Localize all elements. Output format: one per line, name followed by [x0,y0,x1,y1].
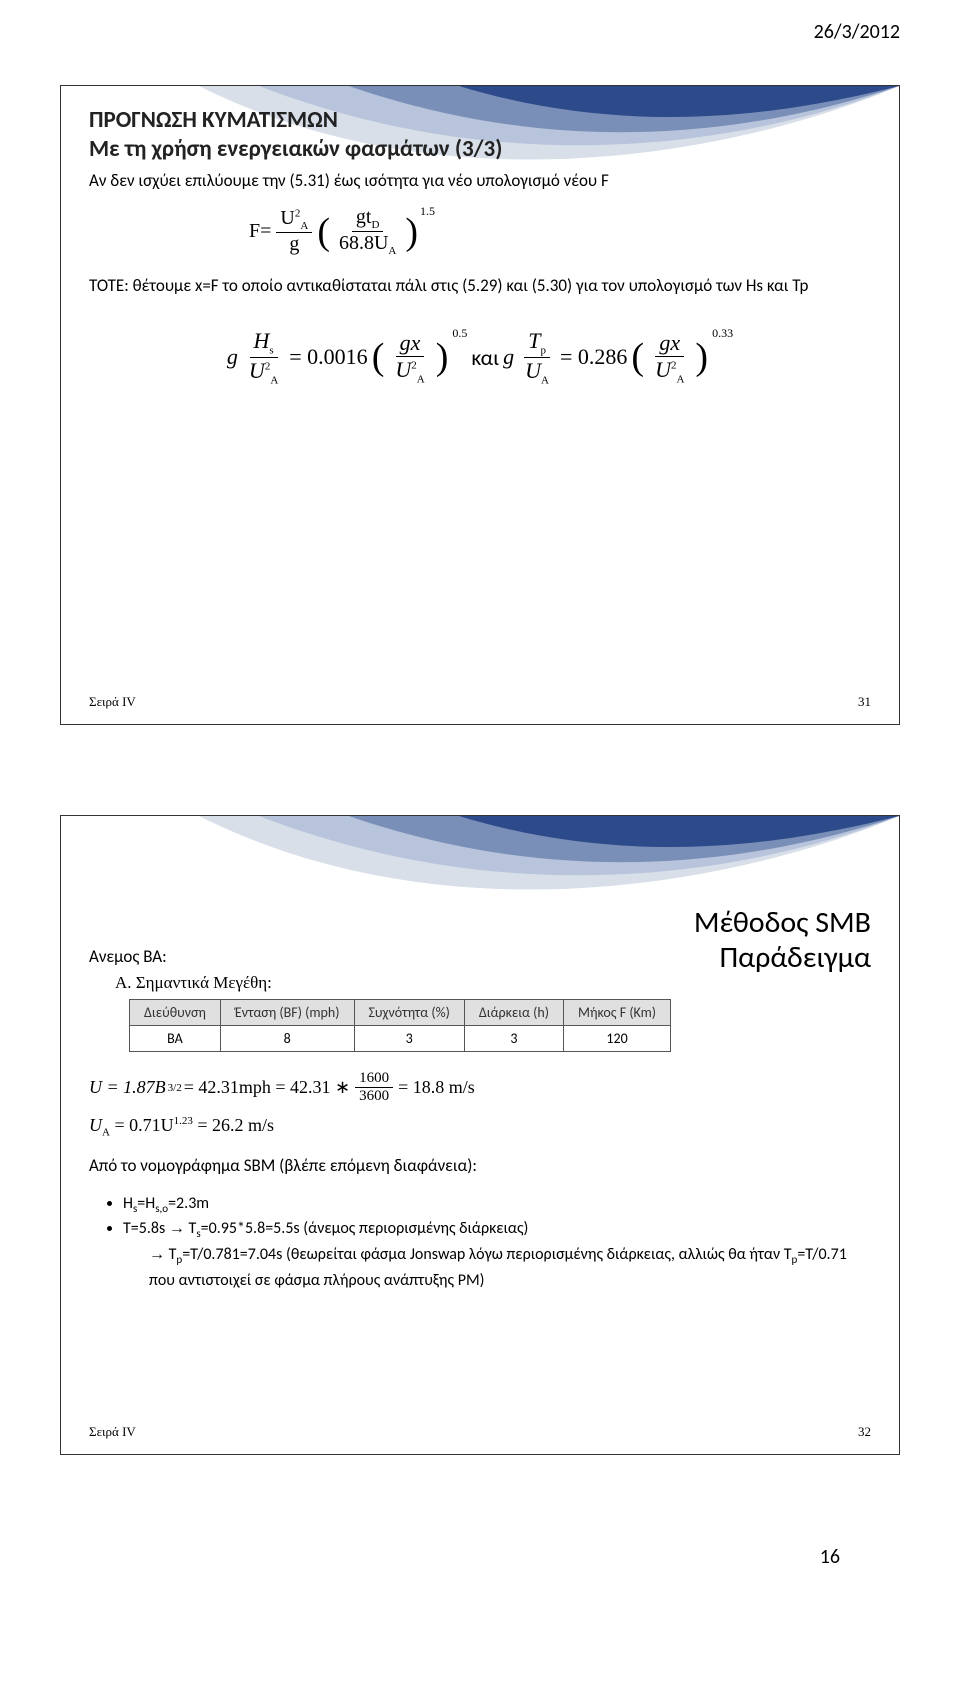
slide1-footer-left: Σειρά IV [89,694,136,710]
eq2-in-den: U [395,357,411,382]
eqF-den2: 68.8U [339,232,388,254]
eq2-Hs-den-sub: A [270,374,278,386]
slide2-footer-right: 32 [858,1424,871,1440]
eq2-Hs-den-sup: 2 [265,360,271,372]
eq2-mid: και [471,344,499,371]
eq2-eq: = 0.0016 [289,344,367,370]
slide2-bullets-intro: Από το νομογράφημα SBM (βλέπε επόμενη δι… [89,1155,871,1178]
b3-arrow: → [149,1246,165,1263]
slide1-p2: ΤΟΤΕ: θέτουμε x=F το οποίο αντικαθίστατα… [89,275,871,298]
eq2-Hs-den: U [249,358,265,383]
slide1-formula-row2: g Hs U2A = 0.0016 ( gx U2A ) 0.5 και g T… [89,328,871,386]
bullet-2-sub: → Tp=T/0.781=7.04s (θεωρείται φάσμα Jons… [123,1243,871,1293]
date-header: 26/3/2012 [814,20,900,44]
bullet-1: Hs=Hs,o=2.3m [123,1192,871,1218]
calc1-exp: 3/2 [168,1082,182,1094]
eq3-in-num: gx [659,330,680,355]
eq3-exp: 0.33 [712,326,733,341]
th-3: Διάρκεια (h) [464,1000,563,1026]
slide2-footer: Σειρά IV 32 [89,1424,871,1440]
slide1-p1: Αν δεν ισχύει επιλύουμε την (5.31) έως ι… [89,170,871,193]
eq3-Tp-num: T [528,328,540,353]
slide1-footer-right: 31 [858,694,871,710]
slide-2: Μέθοδος SMB Παράδειγμα Ανεμος ΒΑ: A. Σημ… [60,815,900,1455]
calc1-num: 1600 [355,1070,393,1088]
calc1-pre: U = 1.87B [89,1077,166,1098]
eq2-in-den-sup: 2 [411,359,417,371]
th-4: Μήκος F (Km) [564,1000,671,1026]
td-4: 120 [564,1026,671,1052]
eq3-Tp-den: U [525,358,541,383]
calc1-post: = 18.8 m/s [398,1077,475,1098]
slide2-corner-title: Μέθοδος SMB Παράδειγμα [694,906,871,975]
slide1-title-line2: Με τη χρήση ενεργειακών φασμάτων (3/3) [89,135,502,163]
eq3-in-den-sub: A [676,373,684,385]
th-0: Διεύθυνση [130,1000,221,1026]
eqF-num1: U [280,207,294,229]
eq2-g: g [227,344,238,370]
slide1-title-line1: ΠΡΟΓΝΩΣΗ ΚΥΜΑΤΙΣΜΩΝ [89,106,338,134]
eq2-Hs-sub: s [269,345,273,357]
eqF-num2-sub: D [371,219,379,231]
slide2-calc2: UA = 0.71U1.23 = 26.2 m/s [89,1115,871,1139]
td-0: BA [130,1026,221,1052]
b3-a: T [165,1245,176,1264]
eq3-eq: = 0.286 [560,344,627,370]
eq3-g: g [503,344,514,370]
th-2: Συχνότητα (%) [354,1000,464,1026]
eqF-num2: gt [356,206,372,228]
th-1: Ένταση (BF) (mph) [220,1000,354,1026]
eq2-exp: 0.5 [452,326,467,341]
b2-b: T [185,1219,196,1238]
eq3-in-den-sup: 2 [671,359,677,371]
slide2-footer-left: Σειρά IV [89,1424,136,1440]
td-3: 3 [464,1026,563,1052]
eqF-den1: g [285,233,303,256]
calc1-mid: = 42.31mph = 42.31 ∗ [184,1077,350,1098]
slide2-calc1: U = 1.87B3/2 = 42.31mph = 42.31 ∗ 1600 3… [89,1070,871,1105]
eq2-in-den-sub: A [417,373,425,385]
b1-e: =2.3m [168,1194,209,1213]
b2-d: =0.95*5.8=5.5s (άνεμος περιορισμένης διά… [201,1219,529,1238]
bullet-2: T=5.8s → Ts=0.95*5.8=5.5s (άνεμος περιορ… [123,1217,871,1292]
eqF-num1-sup: 2 [295,208,301,220]
eqF-lhs: F= [249,220,271,243]
calc2-pre: U [89,1115,102,1135]
eq3-Tp-sub: p [540,345,546,357]
calc2-sub: A [102,1127,110,1139]
b2-arrow: → [169,1220,185,1237]
b1-c: =H [137,1194,155,1213]
eq2-in-num: gx [400,330,421,355]
eqF-den2-sub: A [388,245,396,257]
td-2: 3 [354,1026,464,1052]
b1-d: s,o [155,1202,168,1215]
slide2-section-a: A. Σημαντικά Μεγέθη: [89,973,871,993]
slide1-footer: Σειρά IV 31 [89,694,871,710]
slide2-bullets: Hs=Hs,o=2.3m T=5.8s → Ts=0.95*5.8=5.5s (… [89,1192,871,1293]
eqF-exp: 1.5 [420,204,435,219]
calc2-post: = 26.2 m/s [193,1115,274,1135]
td-1: 8 [220,1026,354,1052]
b3-c: =T/0.781=7.04s (θεωρείται φάσμα Jonswap … [182,1245,791,1264]
calc1-den: 3600 [355,1088,393,1105]
b2-a: T=5.8s [123,1219,169,1238]
calc2-mid: = 0.71U [110,1115,174,1135]
page-number: 16 [0,1545,840,1569]
slide1-formula-F: F= U2A g ( gtD 68.8UA ) 1.5 [249,206,871,257]
eqF-num1-sub: A [300,220,308,232]
eq2-Hs-num: H [254,328,270,353]
calc2-exp: 1.23 [174,1115,193,1127]
slide2-corner-l1: Μέθοδος SMB [694,904,871,941]
eq3-Tp-den-sub: A [541,374,549,386]
slide-1: ΠΡΟΓΝΩΣΗ ΚΥΜΑΤΙΣΜΩΝ Με τη χρήση ενεργεια… [60,85,900,725]
slide2-corner-l2: Παράδειγμα [719,939,871,976]
slide1-title: ΠΡΟΓΝΩΣΗ ΚΥΜΑΤΙΣΜΩΝ Με τη χρήση ενεργεια… [89,106,871,164]
b1-a: H [123,1194,133,1213]
slide2-table: Διεύθυνση Ένταση (BF) (mph) Συχνότητα (%… [129,999,671,1052]
eq3-in-den: U [655,357,671,382]
